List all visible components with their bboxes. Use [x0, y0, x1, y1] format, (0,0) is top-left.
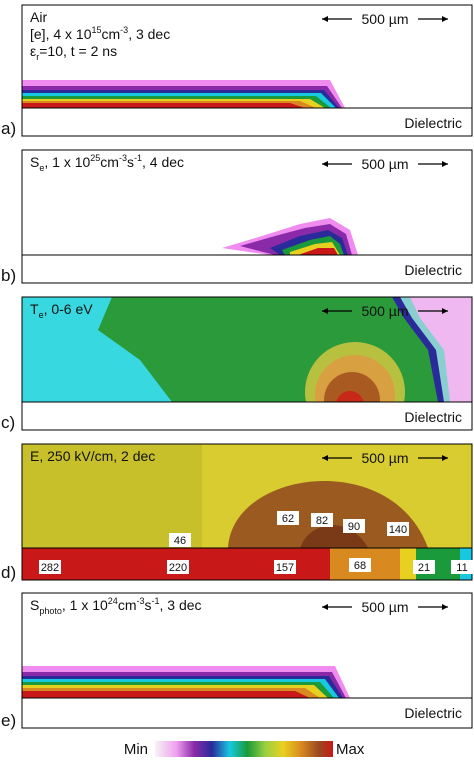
arrow-head: [442, 161, 448, 167]
arrow-head: [442, 308, 448, 314]
value-label: 140: [389, 524, 407, 536]
value-label-box: [413, 560, 435, 574]
panel-label: c): [1, 413, 15, 432]
value-label: 21: [418, 562, 430, 574]
value-label: 68: [354, 560, 366, 572]
value-label-box: [167, 560, 189, 574]
panel-title: Sphoto​, 1 x 1024​cm-3​s-1​, 3 dec: [30, 596, 202, 616]
title-part: cm: [118, 597, 137, 613]
region-label: Dielectric: [404, 262, 462, 278]
title-part: -3: [120, 25, 128, 35]
title-part: 15: [91, 25, 101, 35]
value-label-box: [349, 558, 371, 572]
panel-title: Se​, 1 x 1025​cm-3​s-1​, 4 dec: [30, 153, 184, 173]
value-label-box: [169, 533, 191, 547]
value-label: 220: [169, 562, 187, 574]
arrow-head: [322, 308, 328, 314]
panel-c-plot: [21, 296, 473, 431]
panel-d-plot: [21, 443, 473, 581]
arrow-head: [442, 16, 448, 22]
title-part: s: [127, 154, 134, 170]
colorbar: [155, 741, 333, 757]
title-part: cm: [102, 26, 121, 42]
value-label-box: [274, 560, 296, 574]
arrow-head: [442, 455, 448, 461]
value-label: 82: [316, 515, 328, 527]
value-label: 282: [41, 562, 59, 574]
panel-label: e): [1, 711, 16, 730]
panel-title: Air: [30, 9, 47, 25]
value-label: 157: [276, 562, 294, 574]
value-label-box: [451, 560, 473, 574]
title-part: =10, t = 2 ns: [39, 43, 117, 59]
value-label-box: [343, 519, 365, 533]
title-part: T: [30, 301, 39, 317]
title-part: photo: [39, 606, 62, 616]
scale-label: 500 µm: [362, 11, 409, 27]
scale-label: 500 µm: [362, 599, 409, 615]
panel-label: d): [1, 563, 16, 582]
arrow-head: [322, 16, 328, 22]
region-label: Dielectric: [404, 115, 462, 131]
title-part: , 3 dec: [128, 26, 170, 42]
title-part: s: [145, 597, 152, 613]
title-part: ε: [30, 43, 36, 59]
title-part: r: [36, 52, 39, 62]
panel-title: Te​, 0-6 eV: [30, 301, 93, 320]
title-part: E, 250 kV/cm, 2 dec: [30, 448, 155, 464]
value-label: 62: [282, 513, 294, 525]
title-part: , 4 dec: [142, 154, 184, 170]
title-part: e: [39, 310, 44, 320]
arrow-head: [442, 604, 448, 610]
panel-title: εr​=10, t = 2 ns: [30, 43, 117, 62]
title-part: , 1 x 10: [62, 597, 108, 613]
title-part: S: [30, 154, 39, 170]
title-part: -1: [152, 596, 160, 606]
scale-label: 500 µm: [362, 156, 409, 172]
colorbar-min: Min: [124, 741, 148, 758]
panel-b-plot: [21, 149, 473, 284]
title-part: , 1 x 10: [44, 154, 90, 170]
value-label-box: [39, 560, 61, 574]
panel-label: a): [1, 119, 16, 138]
title-part: -3: [119, 153, 127, 163]
arrow-head: [322, 455, 328, 461]
region-label: Dielectric: [404, 705, 462, 721]
title-part: -1: [134, 153, 142, 163]
title-part: [e], 4 x 10: [30, 26, 92, 42]
value-label-box: [387, 522, 409, 536]
scale-label: 500 µm: [362, 450, 409, 466]
title-part: 25: [90, 153, 100, 163]
title-part: e: [39, 163, 44, 173]
arrow-head: [322, 604, 328, 610]
panel-title: [e], 4 x 1015​cm-3​, 3 dec: [30, 25, 170, 42]
title-part: , 0-6 eV: [44, 301, 94, 317]
title-part: Air: [30, 9, 47, 25]
title-part: cm: [100, 154, 119, 170]
value-label-box: [277, 511, 299, 525]
panel-title: E, 250 kV/cm, 2 dec: [30, 448, 155, 464]
arrow-head: [322, 161, 328, 167]
value-label: 90: [348, 521, 360, 533]
colorbar-max: Max: [336, 741, 365, 758]
title-part: -3: [136, 596, 144, 606]
title-part: 24: [108, 596, 118, 606]
region-label: Dielectric: [404, 409, 462, 425]
panel-a-plot: [21, 4, 473, 137]
value-label: 46: [174, 535, 186, 547]
value-label-box: [311, 513, 333, 527]
title-part: , 3 dec: [160, 597, 202, 613]
title-part: S: [30, 597, 39, 613]
scale-label: 500 µm: [362, 303, 409, 319]
panel-label: b): [1, 266, 16, 285]
panel-e-plot: [21, 592, 473, 729]
value-label: 11: [456, 562, 467, 574]
